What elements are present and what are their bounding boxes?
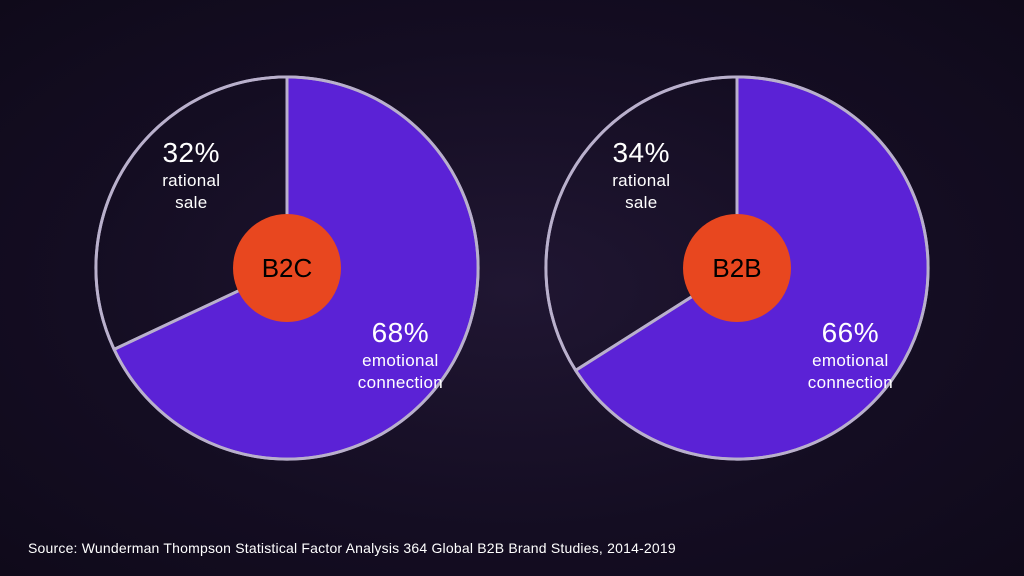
center-circle-b2b: B2B bbox=[683, 214, 791, 322]
label-b2b-emotional: 66% emotionalconnection bbox=[808, 315, 893, 393]
center-label-b2c: B2C bbox=[262, 253, 313, 284]
center-label-b2b: B2B bbox=[712, 253, 761, 284]
label-text: emotionalconnection bbox=[808, 350, 893, 393]
label-text: rationalsale bbox=[612, 170, 670, 213]
charts-container: B2C 32% rationalsale 68% emotionalconnec… bbox=[0, 0, 1024, 576]
label-b2b-rational: 34% rationalsale bbox=[612, 135, 670, 213]
label-percent: 32% bbox=[162, 135, 220, 170]
center-circle-b2c: B2C bbox=[233, 214, 341, 322]
label-text: emotionalconnection bbox=[358, 350, 443, 393]
label-b2c-rational: 32% rationalsale bbox=[162, 135, 220, 213]
label-percent: 34% bbox=[612, 135, 670, 170]
label-b2c-emotional: 68% emotionalconnection bbox=[358, 315, 443, 393]
label-percent: 68% bbox=[358, 315, 443, 350]
pie-chart-b2b: B2B 34% rationalsale 66% emotionalconnec… bbox=[542, 73, 932, 463]
pie-chart-b2c: B2C 32% rationalsale 68% emotionalconnec… bbox=[92, 73, 482, 463]
label-percent: 66% bbox=[808, 315, 893, 350]
label-text: rationalsale bbox=[162, 170, 220, 213]
source-text: Source: Wunderman Thompson Statistical F… bbox=[28, 540, 676, 556]
